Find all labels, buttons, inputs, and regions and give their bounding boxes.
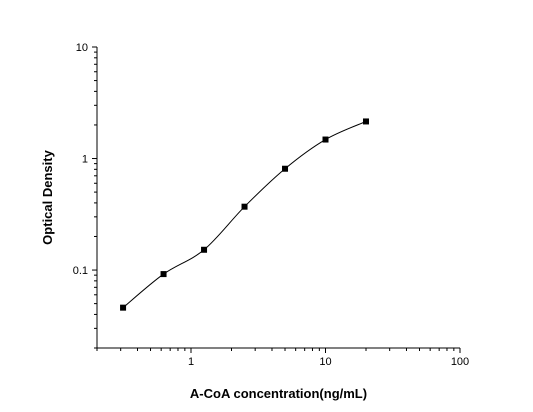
y-tick-label: 1 — [82, 154, 88, 166]
data-point — [322, 136, 329, 143]
x-tick-label: 100 — [451, 356, 469, 368]
data-point — [282, 165, 289, 172]
fit-curve — [122, 120, 367, 309]
data-points — [120, 118, 369, 311]
y-axis-title: Optical Density — [40, 149, 55, 244]
x-axis-ticks: 1 10 100 — [96, 348, 469, 368]
y-tick-label: 0.1 — [73, 265, 88, 277]
y-tick-label: 10 — [76, 42, 88, 54]
data-point — [362, 118, 369, 125]
data-point — [201, 246, 208, 253]
x-axis-title: A-CoA concentration(ng/mL) — [190, 386, 367, 401]
x-tick-label: 10 — [319, 356, 331, 368]
data-point — [241, 203, 248, 210]
x-tick-label: 1 — [188, 356, 194, 368]
plot-area: 1 10 100 0.1 1 10 — [73, 42, 469, 368]
y-axis-ticks: 0.1 1 10 — [73, 42, 97, 349]
data-point — [160, 271, 167, 278]
data-point — [120, 304, 127, 311]
